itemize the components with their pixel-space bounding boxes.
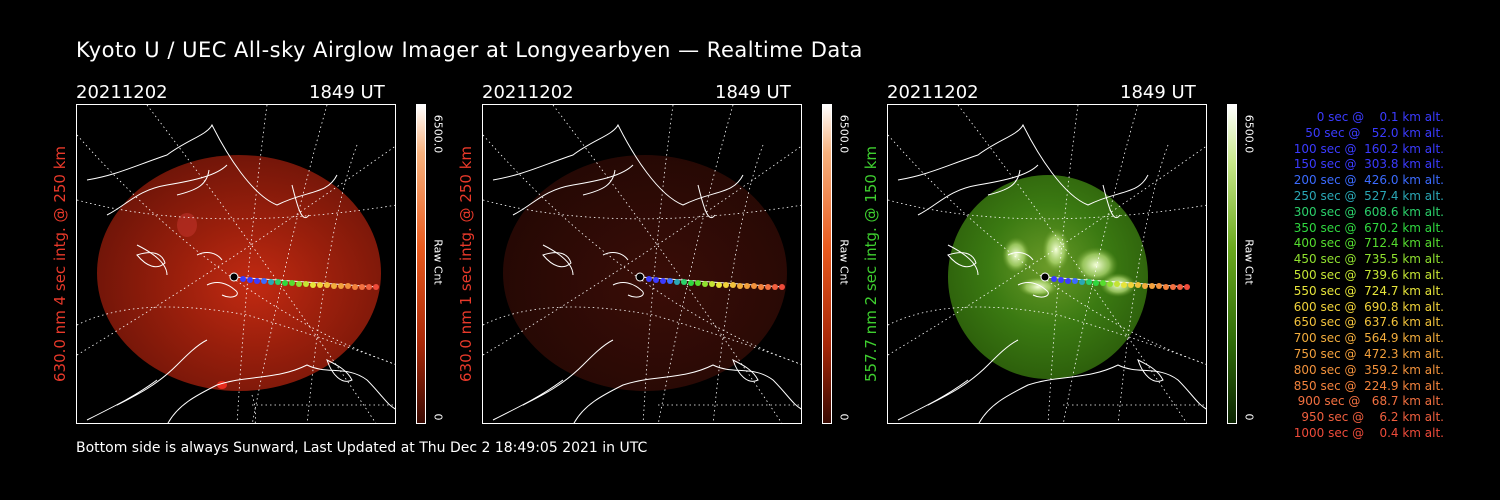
legend-row: 750 sec @ 472.3 km alt. xyxy=(1293,346,1444,361)
colorbar-max-label: 6500.0 xyxy=(834,104,854,164)
allsky-image-frame xyxy=(76,104,396,424)
panel-wavelength-text: 557.7 nm 2 sec intg. @ 150 km xyxy=(862,145,880,383)
panel-date: 20211202 xyxy=(76,82,168,103)
airglow-image-region xyxy=(503,155,787,391)
colorbar-min-label: 0 xyxy=(834,407,854,427)
legend-row: 300 sec @ 608.6 km alt. xyxy=(1293,204,1444,219)
colorbar-max-text: 6500.0 xyxy=(431,114,445,154)
legend-row: 600 sec @ 690.8 km alt. xyxy=(1293,299,1444,314)
map-overlay xyxy=(86,123,395,423)
legend-row: 200 sec @ 426.0 km alt. xyxy=(1293,173,1444,188)
panel-time: 1849 UT xyxy=(309,82,385,103)
legend-row: 950 sec @ 6.2 km alt. xyxy=(1301,410,1444,425)
graticule xyxy=(77,105,395,423)
panel-wavelength-text: 630.0 nm 1 sec intg. @ 250 km xyxy=(457,145,475,383)
panel-wavelength-label: 557.7 nm 2 sec intg. @ 150 km xyxy=(861,104,881,424)
allsky-image xyxy=(483,105,801,423)
panel-time: 1849 UT xyxy=(715,82,791,103)
colorbar-max-text: 6500.0 xyxy=(1242,114,1256,154)
trajectory-track xyxy=(229,272,379,290)
allsky-image-frame xyxy=(482,104,802,424)
page-title: Kyoto U / UEC All-sky Airglow Imager at … xyxy=(76,38,863,62)
colorbar-max-label: 6500.0 xyxy=(428,104,448,164)
legend-row: 700 sec @ 564.9 km alt. xyxy=(1293,331,1444,346)
panel-wavelength-label: 630.0 nm 4 sec intg. @ 250 km xyxy=(50,104,70,424)
legend-row: 0 sec @ 0.1 km alt. xyxy=(1316,110,1444,124)
colorbar-max-text: 6500.0 xyxy=(837,114,851,154)
panel-557nm-2sec: 20211202 1849 UT 557.7 nm 2 sec intg. @ … xyxy=(862,82,1277,432)
colorbar xyxy=(1227,104,1237,424)
panel-date: 20211202 xyxy=(482,82,574,103)
colorbar-min-label: 0 xyxy=(428,407,448,427)
legend-row: 350 sec @ 670.2 km alt. xyxy=(1293,220,1444,235)
graticule xyxy=(888,105,1206,423)
panel-630nm-1sec: 20211202 1849 UT 630.0 nm 1 sec intg. @ … xyxy=(457,82,872,432)
trajectory-track xyxy=(635,272,785,290)
legend-row: 400 sec @ 712.4 km alt. xyxy=(1293,236,1444,251)
panel-date: 20211202 xyxy=(887,82,979,103)
footer-status: Bottom side is always Sunward, Last Upda… xyxy=(76,440,648,456)
airglow-image-region xyxy=(97,155,381,391)
legend-row: 450 sec @ 735.5 km alt. xyxy=(1293,252,1444,267)
panel-time: 1849 UT xyxy=(1120,82,1196,103)
legend-row: 650 sec @ 637.6 km alt. xyxy=(1293,315,1444,330)
graticule xyxy=(483,105,801,423)
allsky-image-frame xyxy=(887,104,1207,424)
colorbar-min-label: 0 xyxy=(1239,407,1259,427)
legend-row: 800 sec @ 359.2 km alt. xyxy=(1293,362,1444,377)
legend-row: 100 sec @ 160.2 km alt. xyxy=(1293,141,1444,156)
panel-wavelength-text: 630.0 nm 4 sec intg. @ 250 km xyxy=(51,145,69,383)
colorbar-unit-label: Raw Cnt xyxy=(428,232,448,292)
legend-row: 550 sec @ 724.7 km alt. xyxy=(1293,283,1444,298)
legend-row: 500 sec @ 739.6 km alt. xyxy=(1293,267,1444,282)
legend-row: 900 sec @ 68.7 km alt. xyxy=(1297,394,1444,409)
legend-row: 150 sec @ 303.8 km alt. xyxy=(1293,157,1444,172)
legend-row: 1000 sec @ 0.4 km alt. xyxy=(1293,425,1444,440)
colorbar-unit-label: Raw Cnt xyxy=(1239,232,1259,292)
legend-row: 850 sec @ 224.9 km alt. xyxy=(1293,378,1444,393)
altitude-legend: 0 sec @ 0.1 km alt. 50 sec @ 52.0 km alt… xyxy=(1262,110,1444,442)
colorbar xyxy=(416,104,426,424)
map-overlay xyxy=(492,123,801,423)
legend-row: 250 sec @ 527.4 km alt. xyxy=(1293,188,1444,203)
trajectory-track xyxy=(1040,272,1190,290)
panel-630nm-4sec: 20211202 1849 UT 630.0 nm 4 sec intg. @ … xyxy=(51,82,466,432)
colorbar-unit-text: Raw Cnt xyxy=(431,239,445,285)
legend-row: 50 sec @ 52.0 km alt. xyxy=(1305,125,1444,140)
colorbar-min-text: 0 xyxy=(837,413,851,421)
colorbar xyxy=(822,104,832,424)
colorbar-min-text: 0 xyxy=(1242,413,1256,421)
colorbar-max-label: 6500.0 xyxy=(1239,104,1259,164)
allsky-image xyxy=(888,105,1206,423)
panel-wavelength-label: 630.0 nm 1 sec intg. @ 250 km xyxy=(456,104,476,424)
colorbar-unit-text: Raw Cnt xyxy=(837,239,851,285)
colorbar-min-text: 0 xyxy=(431,413,445,421)
allsky-image xyxy=(77,105,395,423)
colorbar-unit-text: Raw Cnt xyxy=(1242,239,1256,285)
colorbar-unit-label: Raw Cnt xyxy=(834,232,854,292)
